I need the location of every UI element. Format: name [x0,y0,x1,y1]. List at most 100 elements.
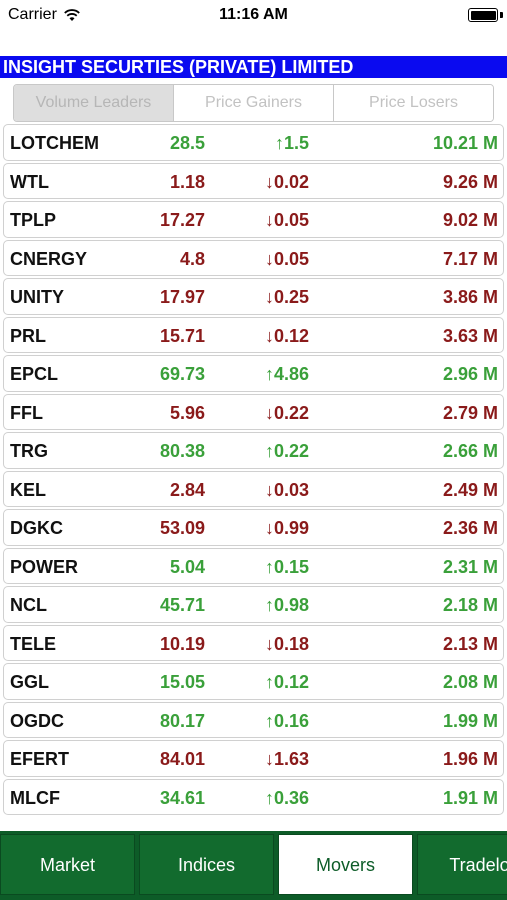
change-cell: ↑0.36 [264,787,309,808]
price-cell: 53.09 [159,518,205,538]
segment-price-losers[interactable]: Price Losers [334,85,493,121]
symbol-cell: CNERGY [10,248,88,269]
volume-cell: 2.08 M [442,672,498,692]
change-cell: ↓0.05 [264,248,309,269]
segment-price-gainers[interactable]: Price Gainers [174,85,334,121]
price-cell: 28.5 [169,133,205,153]
symbol-cell: TPLP [10,210,57,230]
movers-list[interactable]: LOTCHEM 28.5 ↑1.5 10.21 M WTL 1.18 ↓0.02 9.26 M… [0,122,507,831]
symbol-cell: DGKC [10,518,63,538]
company-title: INSIGHT SECURTIES (PRIVATE) LIMITED [0,56,507,78]
tab-bar: Market Indices Movers Tradelog [0,831,507,900]
price-cell: 10.19 [159,633,205,654]
change-cell: ↓0.99 [264,518,309,538]
change-cell: ↓0.25 [264,287,309,307]
symbol-cell: KEL [10,479,46,500]
movers-segmented-control: Volume Leaders Price Gainers Price Loser… [13,84,494,122]
table-row[interactable]: EFERT 84.01 ↓1.63 1.96 M [3,740,504,777]
price-cell: 5.04 [169,556,205,577]
carrier-label: Carrier [8,6,57,23]
table-row[interactable]: TELE 10.19 ↓0.18 2.13 M [3,624,504,661]
symbol-cell: GGL [10,672,49,692]
carrier-info: Carrier [8,6,81,24]
price-cell: 5.96 [169,402,205,423]
change-cell: ↑1.5 [274,133,309,153]
price-cell: 69.73 [159,364,205,384]
volume-cell: 2.36 M [442,518,498,538]
table-row[interactable]: EPCL 69.73 ↑4.86 2.96 M [3,355,504,392]
segment-volume-leaders[interactable]: Volume Leaders [14,85,174,121]
battery-icon [468,8,498,22]
change-cell: ↑0.22 [264,441,309,461]
volume-cell: 9.26 M [442,171,498,192]
symbol-cell: UNITY [10,287,64,307]
price-cell: 1.18 [169,171,205,192]
table-row[interactable]: CNERGY 4.8 ↓0.05 7.17 M [3,239,504,276]
change-cell: ↑0.12 [264,672,309,692]
table-row[interactable]: FFL 5.96 ↓0.22 2.79 M [3,393,504,430]
price-cell: 80.17 [159,710,205,731]
tab-market[interactable]: Market [0,834,135,895]
symbol-cell: PRL [10,325,46,346]
change-cell: ↑0.16 [264,710,309,731]
symbol-cell: NCL [10,595,47,615]
change-cell: ↓0.02 [264,171,309,192]
volume-cell: 2.13 M [442,633,498,654]
table-row[interactable]: DGKC 53.09 ↓0.99 2.36 M [3,509,504,546]
volume-cell: 9.02 M [442,210,498,230]
table-row[interactable]: UNITY 17.97 ↓0.25 3.86 M [3,278,504,315]
change-cell: ↓0.18 [264,633,309,654]
price-cell: 15.05 [159,672,205,692]
price-cell: 15.71 [159,325,205,346]
symbol-cell: TRG [10,441,48,461]
table-row[interactable]: OGDC 80.17 ↑0.16 1.99 M [3,701,504,738]
symbol-cell: FFL [10,402,43,423]
symbol-cell: WTL [10,171,49,192]
table-row[interactable]: LOTCHEM 28.5 ↑1.5 10.21 M [3,124,504,161]
price-cell: 80.38 [159,441,205,461]
volume-cell: 2.79 M [442,402,498,423]
tab-indices[interactable]: Indices [139,834,274,895]
table-row[interactable]: GGL 15.05 ↑0.12 2.08 M [3,663,504,700]
change-cell: ↓0.12 [264,325,309,346]
volume-cell: 1.91 M [442,787,498,808]
table-row[interactable]: WTL 1.18 ↓0.02 9.26 M [3,162,504,199]
status-bar: Carrier 11:16 AM [0,0,507,30]
volume-cell: 7.17 M [442,248,498,269]
table-row[interactable]: TPLP 17.27 ↓0.05 9.02 M [3,201,504,238]
volume-cell: 2.66 M [442,441,498,461]
symbol-cell: OGDC [10,710,64,731]
volume-cell: 1.99 M [442,710,498,731]
symbol-cell: POWER [10,556,79,577]
table-row[interactable]: NCL 45.71 ↑0.98 2.18 M [3,586,504,623]
change-cell: ↓1.63 [264,749,309,769]
symbol-cell: MLCF [10,787,60,808]
table-row[interactable]: KEL 2.84 ↓0.03 2.49 M [3,470,504,507]
price-cell: 84.01 [159,749,205,769]
change-cell: ↑0.98 [264,595,309,615]
price-cell: 17.27 [159,210,205,230]
table-row[interactable]: PRL 15.71 ↓0.12 3.63 M [3,316,504,353]
tab-tradelog[interactable]: Tradelog [417,834,507,895]
wifi-icon [64,9,80,21]
price-cell: 17.97 [159,287,205,307]
change-cell: ↓0.03 [264,479,309,500]
change-cell: ↓0.05 [264,210,309,230]
table-row[interactable]: MLCF 34.61 ↑0.36 1.91 M [3,778,504,815]
change-cell: ↑4.86 [264,364,309,384]
status-time: 11:16 AM [219,6,288,23]
battery-tip [500,12,503,18]
tab-movers[interactable]: Movers [278,834,413,895]
volume-cell: 2.96 M [442,364,498,384]
symbol-cell: TELE [10,633,57,654]
price-cell: 2.84 [169,479,205,500]
volume-cell: 3.86 M [442,287,498,307]
table-row[interactable]: TRG 80.38 ↑0.22 2.66 M [3,432,504,469]
change-cell: ↑0.15 [264,556,309,577]
price-cell: 4.8 [179,248,205,269]
price-cell: 34.61 [159,787,205,808]
table-row[interactable]: POWER 5.04 ↑0.15 2.31 M [3,547,504,584]
symbol-cell: EPCL [10,364,59,384]
volume-cell: 2.31 M [442,556,498,577]
symbol-cell: LOTCHEM [10,133,99,153]
